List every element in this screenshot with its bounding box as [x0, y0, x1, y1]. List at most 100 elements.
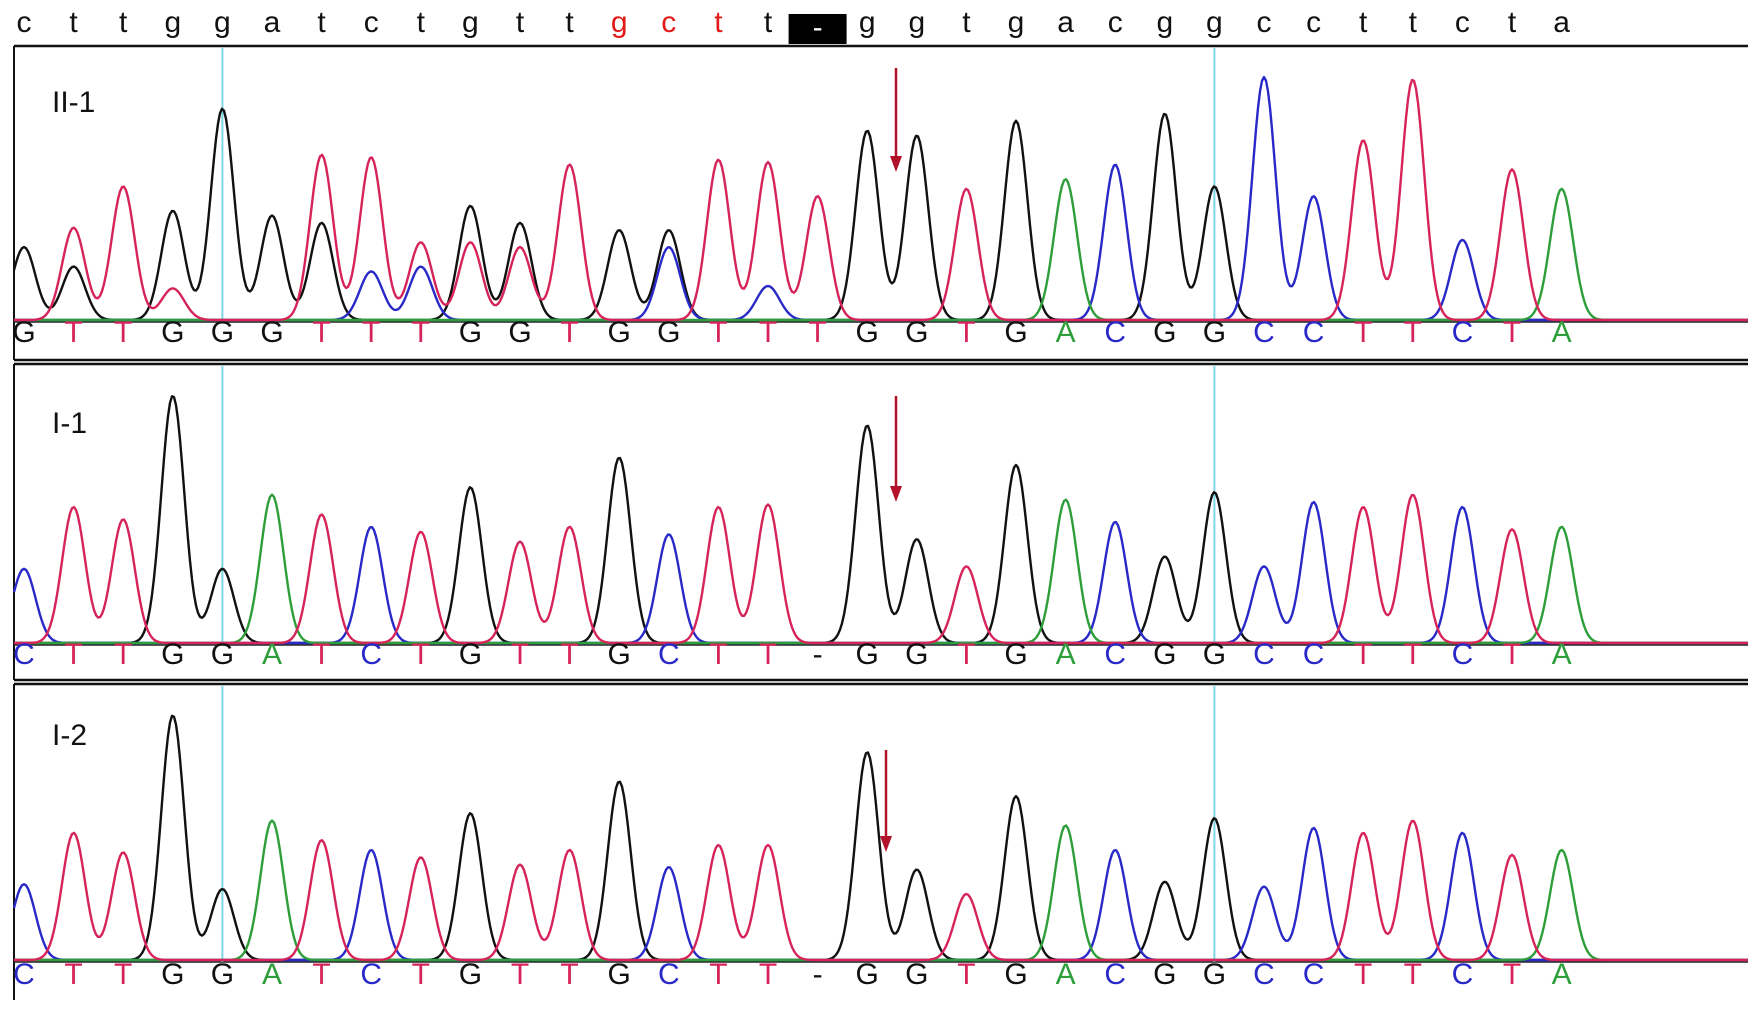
- base-call: G: [905, 316, 928, 349]
- reference-base: t: [69, 6, 78, 39]
- base-call: T: [560, 316, 578, 349]
- base-call: C: [360, 958, 382, 991]
- reference-base: c: [17, 6, 32, 39]
- trace-line-T: [14, 493, 1748, 645]
- base-call: C: [13, 638, 35, 671]
- base-call: G: [856, 316, 879, 349]
- chromatogram-panel: II-1G T T G G G T T T G G T G G T T T G G T G A C G G C C T T C T A: [12, 44, 1748, 362]
- base-call: G: [1203, 958, 1226, 991]
- base-call: G: [657, 316, 680, 349]
- reference-base: g: [859, 6, 876, 39]
- base-call: G: [459, 958, 482, 991]
- reference-base: c: [1306, 6, 1321, 39]
- base-call: T: [1354, 638, 1372, 671]
- base-call: C: [1253, 316, 1275, 349]
- reference-base: t: [1508, 6, 1517, 39]
- base-call: C: [1104, 958, 1126, 991]
- base-call: C: [1104, 638, 1126, 671]
- base-call: T: [312, 958, 330, 991]
- base-call: G: [608, 316, 631, 349]
- trace-line-G: [12, 107, 1748, 322]
- base-call: G: [905, 638, 928, 671]
- base-call: T: [114, 316, 132, 349]
- base-call: G: [161, 958, 184, 991]
- base-call: T: [709, 316, 727, 349]
- base-call: A: [1552, 638, 1572, 671]
- base-call: G: [12, 316, 35, 349]
- reference-base-highlighted: g: [611, 6, 628, 39]
- down-arrow-head: [890, 486, 902, 502]
- reference-base: t: [317, 6, 326, 39]
- base-call: G: [1153, 958, 1176, 991]
- trace-line-T: [14, 78, 1748, 322]
- panel-label: II-1: [52, 86, 95, 119]
- reference-base: t: [1409, 6, 1418, 39]
- reference-base: a: [264, 6, 281, 39]
- base-call: C: [1303, 958, 1325, 991]
- reference-base: g: [1206, 6, 1223, 39]
- base-call: G: [211, 316, 234, 349]
- base-call: C: [1452, 958, 1474, 991]
- base-call: A: [262, 958, 282, 991]
- reference-base: t: [119, 6, 128, 39]
- trace-line-G: [14, 395, 1748, 645]
- base-call: T: [362, 316, 380, 349]
- base-call: T: [1404, 316, 1422, 349]
- reference-base: a: [1057, 6, 1074, 39]
- chromatogram-panels: II-1G T T G G G T T T G G T G G T T T G G T G A C G G C C T T C T AI-1C…: [12, 44, 1748, 1000]
- base-call: T: [1354, 958, 1372, 991]
- base-call: T: [412, 316, 430, 349]
- base-call: A: [1056, 958, 1076, 991]
- down-arrow-head: [880, 836, 892, 852]
- panel-label: I-1: [52, 407, 87, 440]
- trace-line-T: [14, 819, 1748, 962]
- base-call: C: [1452, 316, 1474, 349]
- base-call: T: [1503, 638, 1521, 671]
- chromatogram-panel: I-1C T T G G A T C T G T T G C T T - G G T G A C G G C C T T C T A: [12, 362, 1748, 682]
- reference-base: c: [1257, 6, 1272, 39]
- base-call: G: [459, 638, 482, 671]
- base-call: C: [1253, 958, 1275, 991]
- base-call: T: [709, 958, 727, 991]
- base-call: A: [1056, 638, 1076, 671]
- base-call: T: [64, 316, 82, 349]
- base-call: G: [1153, 316, 1176, 349]
- deletion-box-icon: [788, 14, 847, 44]
- reference-base: g: [1156, 6, 1173, 39]
- reference-base: -: [813, 11, 823, 44]
- base-call: T: [957, 638, 975, 671]
- base-call: G: [211, 958, 234, 991]
- reference-base: t: [1359, 6, 1368, 39]
- base-call: C: [1303, 638, 1325, 671]
- base-call: C: [1104, 316, 1126, 349]
- reference-base: a: [1553, 6, 1570, 39]
- reference-base-highlighted: t: [714, 6, 723, 39]
- base-call: G: [260, 316, 283, 349]
- base-call: G: [1203, 638, 1226, 671]
- base-call: T: [511, 958, 529, 991]
- base-call: T: [1503, 316, 1521, 349]
- base-call: C: [1253, 638, 1275, 671]
- base-call: T: [64, 638, 82, 671]
- panel-label: I-2: [52, 719, 87, 752]
- base-call: T: [1404, 638, 1422, 671]
- base-call: T: [560, 638, 578, 671]
- base-call: C: [658, 638, 680, 671]
- base-call: T: [64, 958, 82, 991]
- reference-base: t: [962, 6, 971, 39]
- base-call: G: [459, 316, 482, 349]
- base-call: T: [709, 638, 727, 671]
- base-call: T: [1404, 958, 1422, 991]
- base-call: G: [905, 958, 928, 991]
- base-call: G: [856, 638, 879, 671]
- reference-base: g: [908, 6, 925, 39]
- chromatogram-panel: I-2C T T G G A T C T G T T G C T T - G G T G A C G G C C T T C T A: [12, 682, 1748, 1000]
- base-call: A: [1056, 316, 1076, 349]
- base-call: C: [1303, 316, 1325, 349]
- base-call: T: [957, 316, 975, 349]
- reference-base: g: [214, 6, 231, 39]
- base-call: T: [1503, 958, 1521, 991]
- base-call: G: [1153, 638, 1176, 671]
- base-call: G: [608, 958, 631, 991]
